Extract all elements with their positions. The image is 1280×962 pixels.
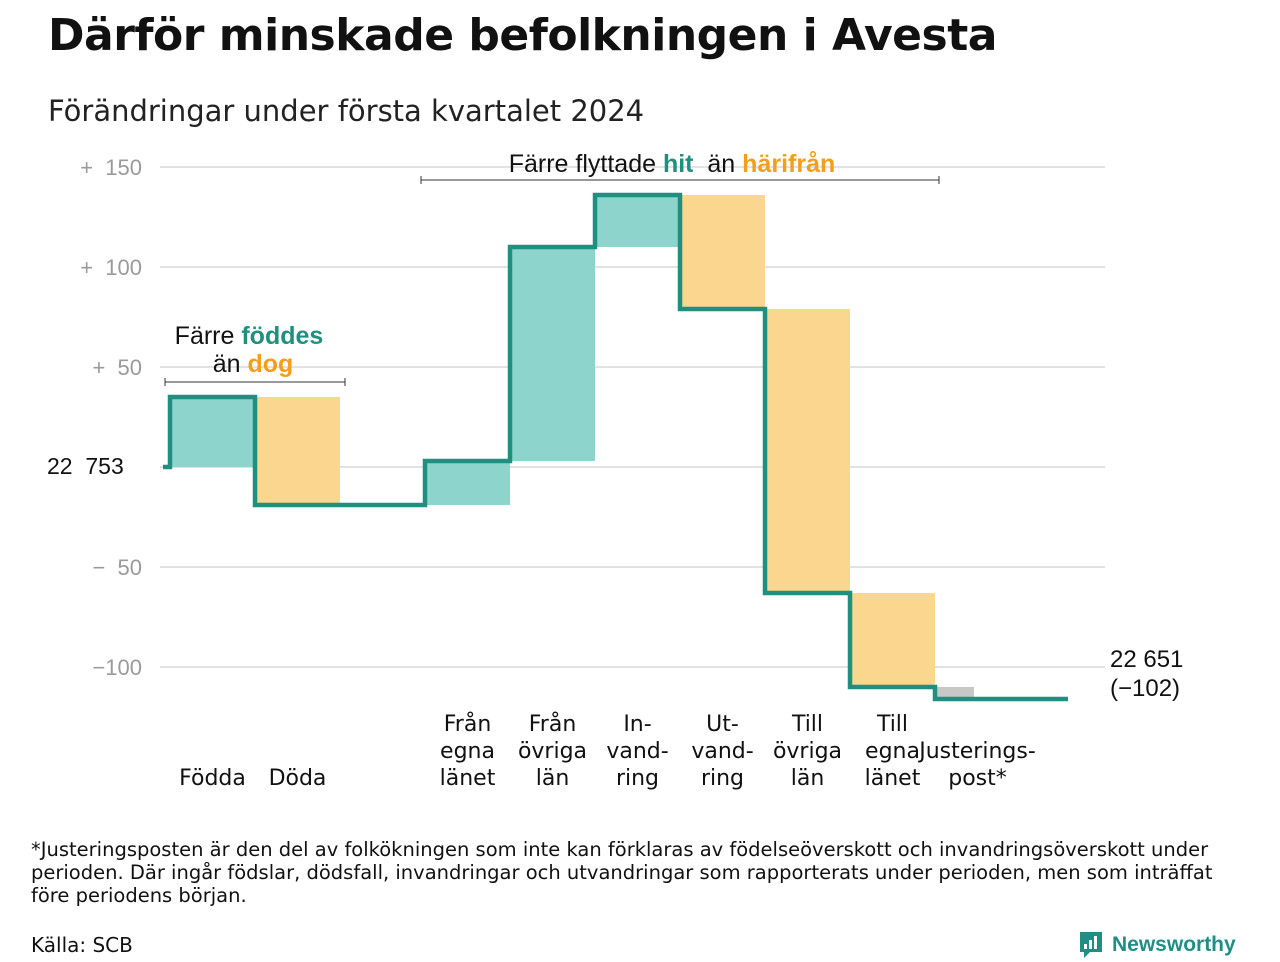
- moves-annotation-plain: Färre flyttade: [509, 150, 663, 178]
- births-annotation: Färre föddes än dog: [164, 322, 346, 386]
- x-axis-label: egna: [440, 739, 495, 764]
- waterfall-bar: [937, 687, 974, 699]
- x-axis-label: övriga: [518, 739, 587, 764]
- x-axis-label: Födda: [179, 766, 246, 791]
- waterfall-bar: [680, 195, 765, 309]
- newsworthy-logo-icon: [1080, 932, 1102, 958]
- births-annotation-highlight: föddes: [241, 322, 323, 350]
- newsworthy-logo: Newsworthy: [1078, 928, 1236, 962]
- y-tick-label: + 50: [92, 355, 142, 380]
- x-axis-label: län: [791, 766, 825, 791]
- waterfall-bar: [595, 195, 680, 247]
- x-axis-label: vand-: [606, 739, 668, 764]
- waterfall-bar: [765, 309, 850, 593]
- waterfall-bar: [170, 397, 255, 467]
- x-axis-label: Döda: [269, 766, 327, 791]
- x-axis-label: Från: [529, 711, 577, 737]
- x-axis-labels: Födda DödaFrånegnalänetFrånövrigalänIn-va…: [179, 711, 1036, 791]
- footnote: *Justeringsposten är den del av folkökni…: [31, 838, 1213, 907]
- end-value-label: 22 651: [1110, 646, 1183, 673]
- x-axis-label: Från: [444, 711, 492, 737]
- waterfall-bar: [255, 397, 340, 505]
- x-axis-label: Justerings-: [917, 739, 1036, 764]
- y-tick-label: − 50: [92, 555, 142, 580]
- y-axis-ticks: + 150 + 100 + 50 − 50 −100: [80, 155, 142, 680]
- y-tick-label: + 100: [80, 255, 142, 280]
- x-axis-label: ring: [701, 766, 744, 791]
- chart-title: Därför minskade befolkningen i Avesta: [48, 10, 997, 61]
- x-axis-label: egna: [865, 739, 920, 764]
- source-credit: Källa: SCB: [31, 933, 133, 957]
- waterfall-bar: [425, 461, 510, 505]
- chart-subtitle: Förändringar under första kvartalet 2024: [48, 94, 645, 128]
- x-axis-label: Till: [791, 712, 823, 737]
- deaths-annotation-highlight: dog: [247, 350, 293, 378]
- bars: [170, 195, 974, 699]
- start-value-label: 22 753: [47, 453, 124, 479]
- svg-text:Färre föddes: Färre föddes: [175, 322, 324, 350]
- moves-annotation-harifran: härifrån: [742, 150, 835, 178]
- x-axis-label: övriga: [773, 739, 842, 764]
- svg-text:Färre flyttade hit än härifrå: Färre flyttade hit än härifrån: [509, 150, 836, 178]
- births-annotation-plain: Färre: [175, 322, 242, 350]
- waterfall-chart: + 150+ 100+ 50− 50−100 Födda DödaFrånegna…: [47, 150, 1183, 791]
- x-axis-label: länet: [440, 766, 496, 791]
- x-axis-label: Ut-: [706, 712, 739, 737]
- waterfall-bar: [850, 593, 935, 687]
- x-axis-label: post*: [948, 766, 1007, 791]
- end-change-label: (−102): [1110, 675, 1180, 702]
- y-tick-label: −100: [92, 655, 142, 680]
- deaths-annotation-plain: än: [213, 350, 248, 378]
- x-axis-label: Till: [876, 712, 908, 737]
- waterfall-bar: [510, 247, 595, 461]
- x-axis-label: vand-: [691, 739, 753, 764]
- x-axis-label: länet: [865, 766, 921, 791]
- svg-text:än dog: än dog: [213, 350, 294, 378]
- moves-annotation: Färre flyttade hit än härifrån: [420, 150, 940, 184]
- x-axis-label: län: [536, 766, 570, 791]
- x-axis-label: In-: [623, 712, 651, 737]
- y-tick-label: + 150: [80, 155, 142, 180]
- x-axis-label: ring: [616, 766, 659, 791]
- newsworthy-logo-text: Newsworthy: [1112, 933, 1236, 956]
- moves-annotation-plain2: än: [707, 150, 742, 178]
- population-line: [163, 192, 1068, 702]
- moves-annotation-hit: hit: [663, 150, 694, 178]
- cumulative-line: [163, 192, 1068, 702]
